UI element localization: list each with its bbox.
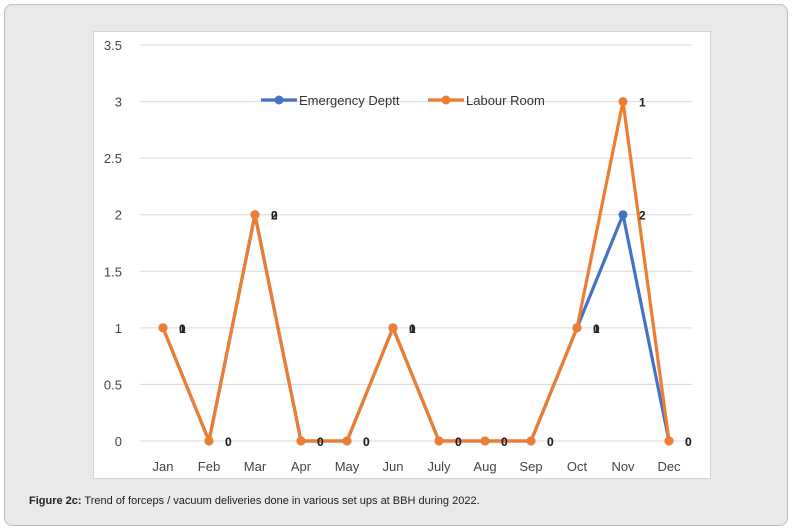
figure-card: 0 0.5 1 1.5 2 2.5 3 3.5 Jan Feb Mar Apr May Jun July Au…: [4, 4, 788, 526]
data-label: 0: [547, 435, 554, 449]
x-tick-label: May: [335, 459, 360, 474]
data-label: 0: [685, 435, 692, 449]
data-point: [204, 436, 214, 446]
line-chart: 0 0.5 1 1.5 2 2.5 3 3.5 Jan Feb Mar Apr May Jun July Au…: [104, 38, 692, 474]
data-label: 0: [685, 435, 692, 449]
data-label: 0: [363, 435, 370, 449]
data-point: [388, 323, 398, 333]
data-label: 0: [455, 435, 462, 449]
legend-marker: [441, 95, 451, 105]
data-label: 1: [639, 96, 646, 110]
y-tick-label: 1.5: [104, 264, 122, 279]
legend-label: Labour Room: [466, 93, 545, 108]
x-tick-label: Nov: [611, 459, 635, 474]
data-point: [434, 436, 444, 446]
data-point: [572, 323, 582, 333]
data-point: [618, 210, 628, 220]
data-label: 0: [501, 435, 508, 449]
data-point: [664, 436, 674, 446]
data-label: 0: [501, 435, 508, 449]
data-point: [342, 436, 352, 446]
x-tick-label: Apr: [291, 459, 312, 474]
data-point: [158, 323, 168, 333]
data-label: 1: [179, 322, 186, 336]
data-point: [250, 210, 260, 220]
data-label: 0: [225, 435, 232, 449]
x-tick-label: July: [427, 459, 451, 474]
x-tick-label: Sep: [519, 459, 542, 474]
data-label: 1: [409, 322, 416, 336]
y-tick-label: 2: [115, 208, 122, 223]
legend-label: Emergency Deptt: [299, 93, 400, 108]
data-label: 0: [363, 435, 370, 449]
y-tick-label: 2.5: [104, 151, 122, 166]
x-tick-label: Jun: [383, 459, 404, 474]
data-label: 0: [593, 322, 600, 336]
data-point: [618, 97, 628, 107]
legend-marker: [274, 95, 284, 105]
data-label: 0: [271, 209, 278, 223]
y-tick-label: 1: [115, 321, 122, 336]
data-label: 2: [271, 209, 278, 223]
data-label: 0: [409, 322, 416, 336]
series-line: [161, 99, 671, 443]
figure-caption: Figure 2c: Trend of forceps / vacuum del…: [29, 495, 480, 507]
y-tick-label: 0: [115, 434, 122, 449]
x-tick-label: Feb: [198, 459, 220, 474]
x-tick-label: Oct: [567, 459, 588, 474]
chart-area: 0 0.5 1 1.5 2 2.5 3 3.5 Jan Feb Mar Apr May Jun July Au…: [93, 31, 711, 479]
x-tick-label: Jan: [153, 459, 174, 474]
data-label: 1: [593, 322, 600, 336]
caption-label: Figure 2c:: [29, 495, 82, 507]
x-tick-label: Dec: [657, 459, 681, 474]
data-label: 0: [317, 435, 324, 449]
y-tick-label: 3.5: [104, 38, 122, 53]
data-point: [296, 436, 306, 446]
y-tick-label: 3: [115, 95, 122, 110]
data-label: 0: [225, 435, 232, 449]
data-point: [480, 436, 490, 446]
data-label: 2: [639, 209, 646, 223]
x-tick-label: Aug: [473, 459, 496, 474]
data-label: 0: [179, 322, 186, 336]
data-label: 0: [455, 435, 462, 449]
caption-text: Trend of forceps / vacuum deliveries don…: [81, 495, 480, 507]
x-tick-label: Mar: [244, 459, 267, 474]
y-tick-label: 0.5: [104, 377, 122, 392]
data-label: 0: [547, 435, 554, 449]
data-point: [526, 436, 536, 446]
data-label: 0: [317, 435, 324, 449]
